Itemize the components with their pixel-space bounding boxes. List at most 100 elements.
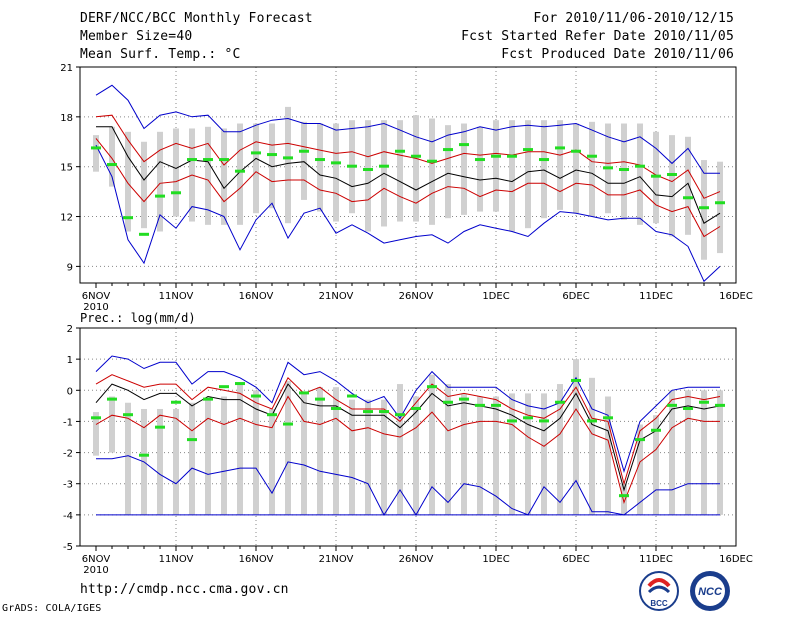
prec-obs-point [619, 494, 629, 498]
prec-spread-box [301, 393, 307, 515]
prec-obs-point [91, 416, 101, 420]
temp-spread-box [205, 126, 211, 225]
temp-spread-box [445, 125, 451, 219]
prec-obs-point [251, 394, 261, 398]
temp-obs-point [555, 146, 565, 150]
prec-obs-point [187, 438, 197, 442]
temp-xtick-label: 11NOV [159, 291, 194, 302]
prec-obs-point [475, 403, 485, 407]
prec-obs-point [235, 382, 245, 386]
prec-spread-box [621, 483, 627, 515]
logos: BCC NCC [639, 571, 730, 611]
temp-obs-point [411, 154, 421, 158]
prec-line-max [95, 355, 720, 474]
temp-obs-point [267, 153, 277, 157]
prec-obs-point [427, 385, 437, 389]
prec-spread-box [605, 396, 611, 515]
prec-line-meansd [95, 374, 721, 486]
prec-ytick-label: 1 [67, 355, 73, 366]
temp-spread-box [461, 123, 467, 215]
prec-spread-box [381, 399, 387, 515]
prec-spread-box [93, 412, 99, 456]
prec-obs-point [491, 403, 501, 407]
prec-obs-point [395, 413, 405, 417]
ncc-logo-text: NCC [698, 586, 723, 598]
bcc-logo-text: BCC [650, 599, 668, 608]
temp-ytick-label: 18 [60, 113, 73, 124]
prec-obs-point [715, 403, 725, 407]
prec-ytick-label: 0 [67, 386, 73, 397]
temp-spread-box [573, 123, 579, 214]
prec-obs-point [155, 425, 165, 429]
prec-obs-point [523, 416, 533, 420]
temp-obs-point [443, 148, 453, 152]
temp-obs-point [251, 151, 261, 155]
prec-spread-box [717, 390, 723, 515]
prec-spread-box [637, 424, 643, 515]
temp-spread-box [365, 120, 371, 232]
temp-obs-point [683, 196, 693, 200]
prec-spread-box [461, 393, 467, 515]
temp-spread-box [669, 135, 675, 237]
temp-xtick-label: 26NOV [399, 291, 434, 302]
temp-spread-box [269, 123, 275, 209]
temp-obs-point [315, 158, 325, 162]
source-url[interactable]: http://cmdp.ncc.cma.gov.cn [80, 582, 289, 597]
prec-obs-point [315, 397, 325, 401]
prec-xtick-label: 6DEC [562, 554, 589, 565]
temp-line-min [95, 144, 721, 283]
temp-obs-point [523, 148, 533, 152]
prec-obs-point [539, 419, 549, 423]
prec-spread-box [221, 396, 227, 515]
prec-xtick-label: 16DEC [719, 554, 753, 565]
temp-spread-box [493, 120, 499, 212]
prec-xtick-label: 11NOV [159, 554, 194, 565]
prec-spread-box [109, 396, 115, 453]
refer-date: Fcst Started Refer Date 2010/11/05 [461, 29, 734, 44]
temp-obs-point [91, 146, 101, 150]
temp-spread-box [621, 123, 627, 220]
prec-obs-point [507, 419, 517, 423]
prec-spread-box [653, 415, 659, 515]
prec-spread-box [317, 387, 323, 515]
prec-obs-point [363, 410, 373, 414]
temp-obs-point [619, 168, 629, 172]
temp-xtick-label: 11DEC [639, 291, 673, 302]
bcc-logo: BCC [639, 571, 679, 611]
prec-spread-box [669, 390, 675, 515]
temp-obs-point [283, 156, 293, 160]
temp-obs-point [395, 149, 405, 153]
prec-spread-box [685, 390, 691, 515]
prec-spread-box [557, 384, 563, 515]
temp-spread-box [685, 136, 691, 235]
prec-obs-point [139, 453, 149, 457]
prec-frame [79, 327, 737, 547]
temp-obs-point [187, 158, 197, 162]
prec-spread-box [397, 384, 403, 515]
temp-obs-point [539, 158, 549, 162]
temp-panel: 9 12 15 18 21 6NOV 11NOV 16NOV 21NOV 26NOV 1DEC 6DE… [60, 63, 753, 313]
prec-spread-box [525, 393, 531, 515]
prec-spread-box [237, 384, 243, 515]
prec-obs-point [299, 391, 309, 395]
prec-spread-box [269, 408, 275, 515]
prec-obs-point [699, 400, 709, 404]
prec-obs-point [267, 413, 277, 417]
temp-spread-box [525, 120, 531, 229]
prec-panel-title: Prec.: log(mm/d) [80, 311, 196, 325]
temp-obs-point [139, 232, 149, 236]
temp-obs-point [171, 191, 181, 195]
temp-obs-point [603, 166, 613, 170]
temp-obs-point [107, 163, 117, 167]
prec-obs-point [571, 378, 581, 382]
member-size: Member Size=40 [80, 29, 193, 44]
temp-line-max [95, 84, 720, 174]
prec-obs-point [555, 400, 565, 404]
prec-obs-point [219, 385, 229, 389]
temp-spread-box [141, 141, 147, 229]
prec-spread-box [157, 408, 163, 515]
prec-spread-box [445, 384, 451, 515]
prec-ytick-label: -4 [63, 511, 73, 522]
temp-spread-box [253, 123, 259, 214]
